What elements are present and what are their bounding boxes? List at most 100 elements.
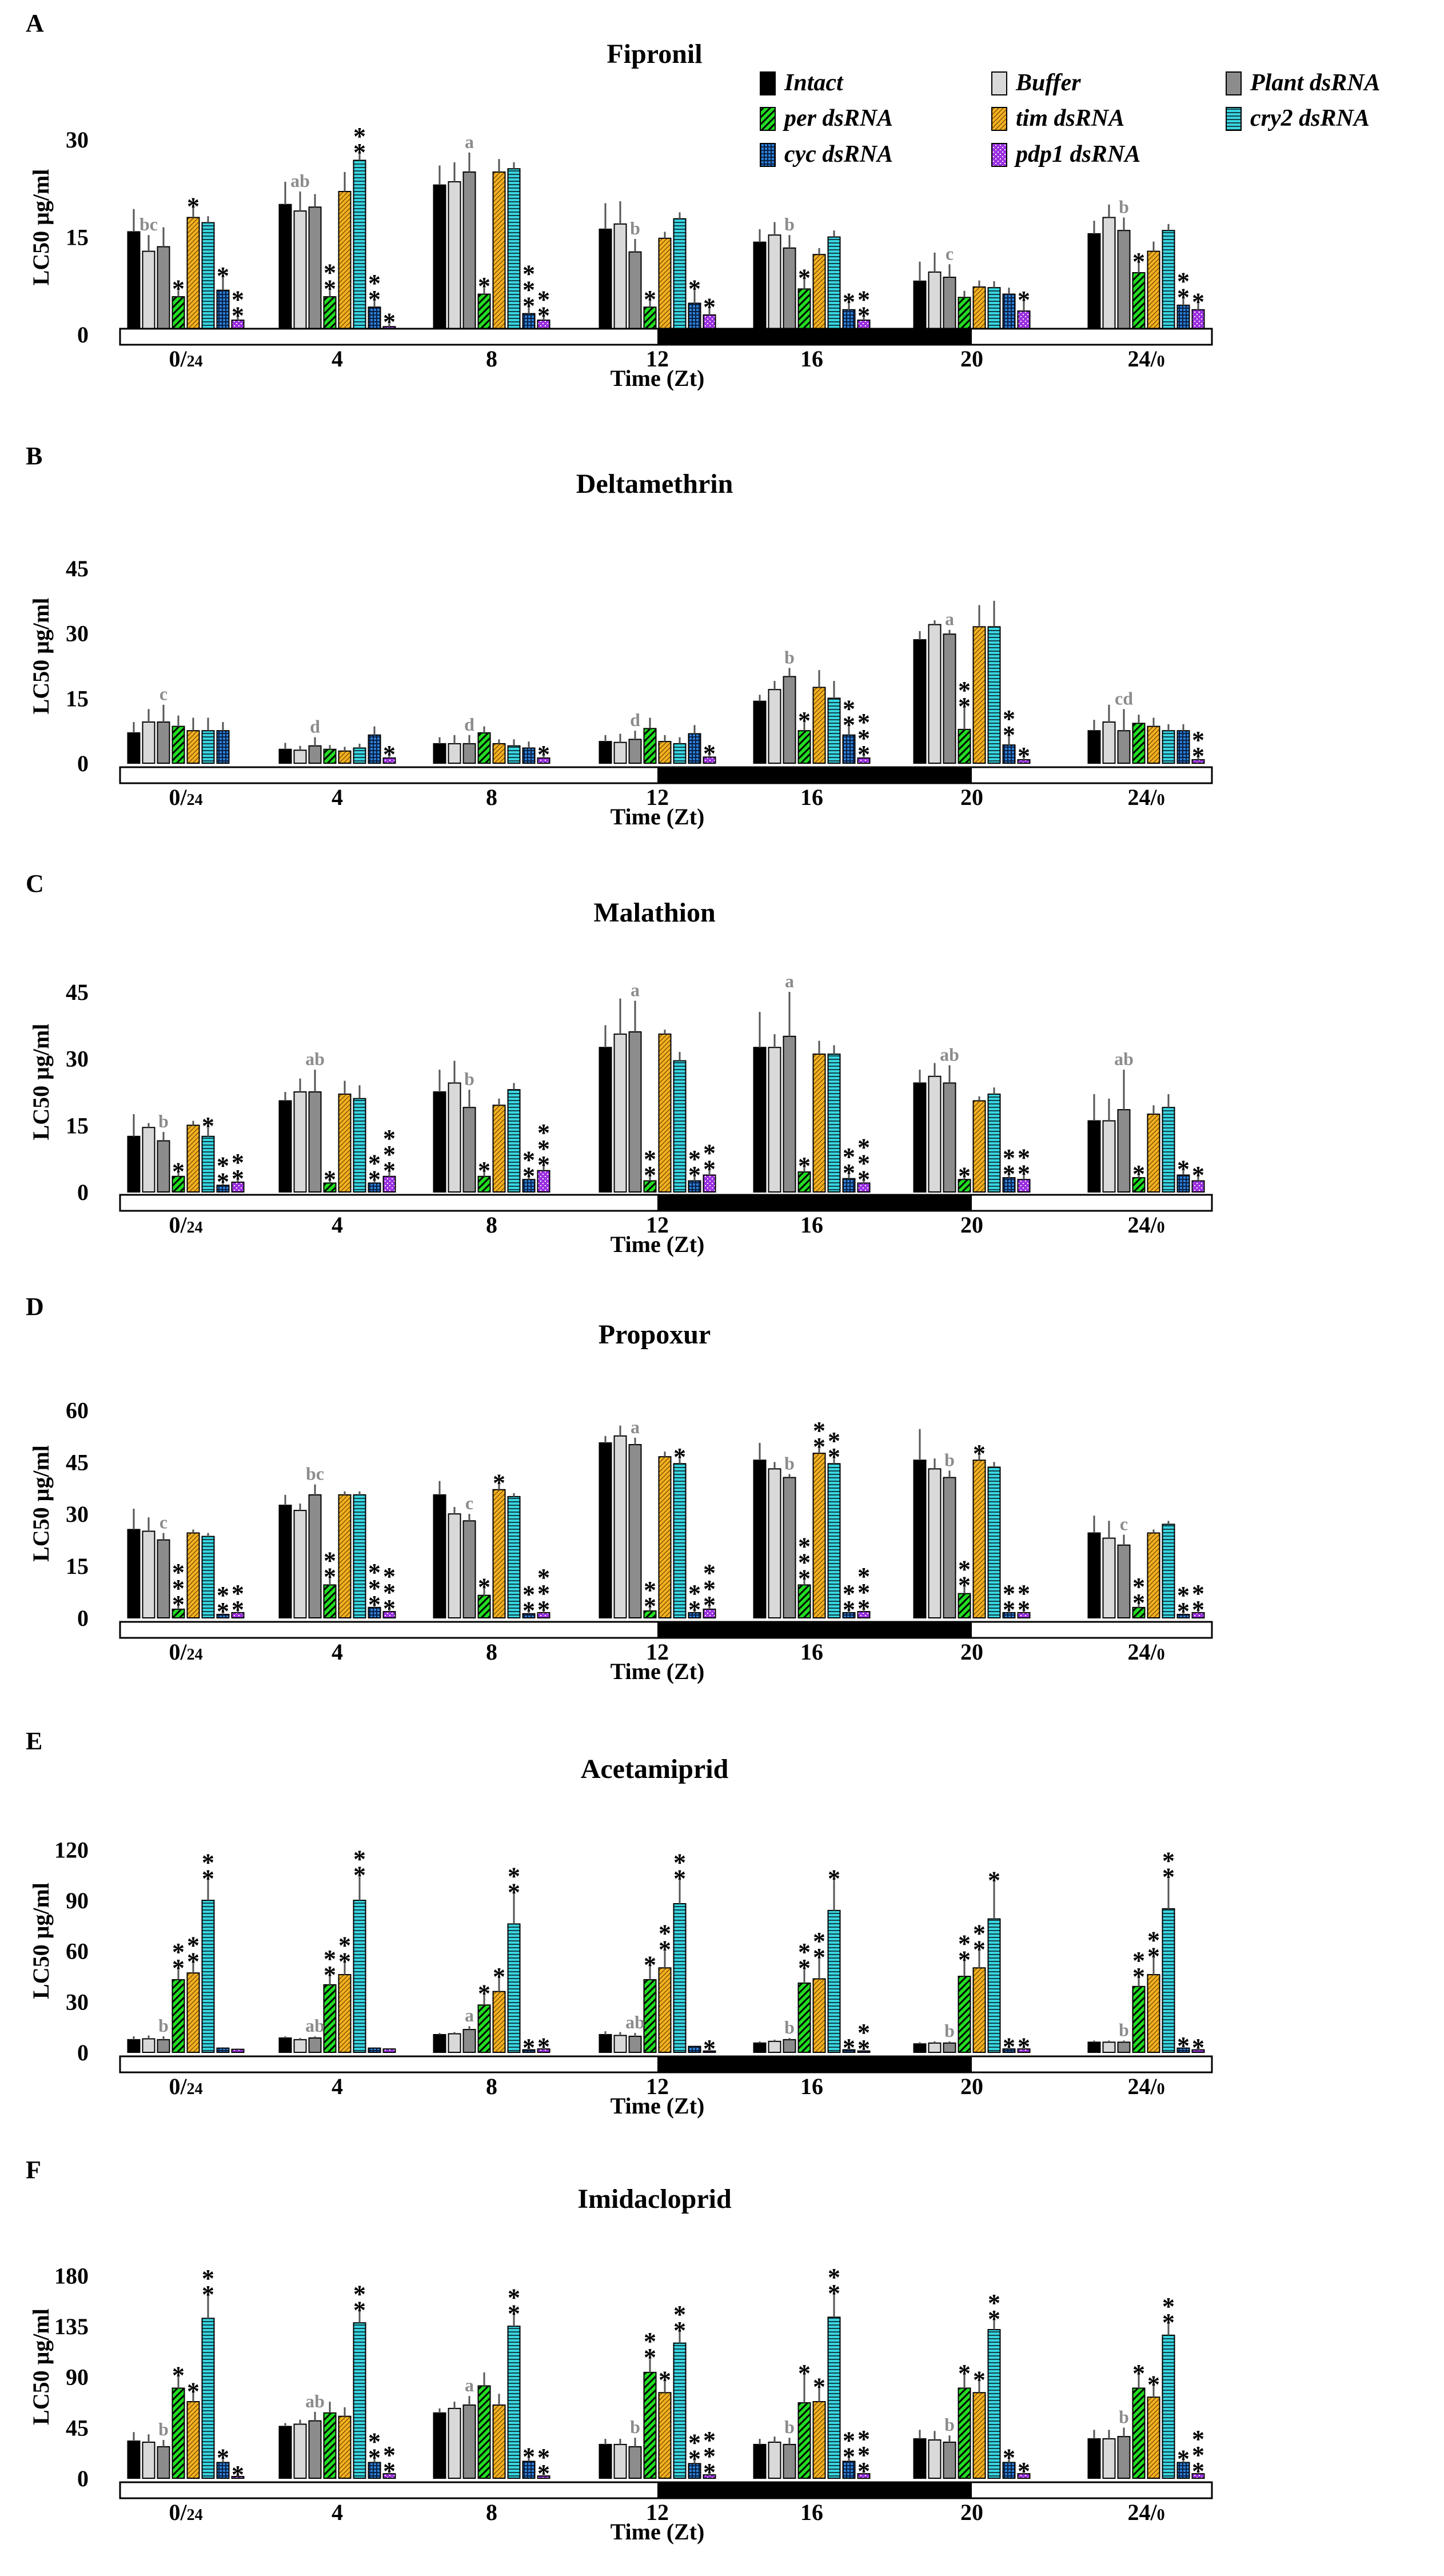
bar-per-dsrna [643,2371,657,2479]
bar-cry2-dsrna [987,2329,1001,2479]
significance-letter: b [784,1453,795,1473]
significance-stars: * * [1003,705,1015,749]
bar-cry2-dsrna [673,1060,687,1193]
y-tick-label: 60 [66,1397,89,1423]
bar-tim-dsrna [972,1460,986,1618]
bar-cry2-dsrna [201,1900,215,2053]
significance-stars: * * [843,695,855,739]
significance-letter: ab [940,1044,959,1064]
x-tick-label: 4 [332,346,343,372]
significance-stars: * [813,2372,825,2400]
significance-stars: * * [202,1849,214,1893]
panel-title: Acetamiprid [581,1754,729,1784]
significance-letter: cd [1115,688,1133,708]
significance-stars: * [798,2359,811,2387]
x-tick-label: 4 [332,784,343,810]
bar-tim-dsrna [1147,1532,1160,1618]
dark-phase-bar [657,329,972,345]
y-tick-label: 0 [77,2466,89,2491]
bar-buffer [1102,217,1116,336]
bar-buffer [448,181,461,335]
dark-phase-bar [657,1195,972,1211]
bar-buffer [613,741,627,764]
bar-tim-dsrna [338,750,352,764]
bar-cry2-dsrna [673,743,687,764]
significance-stars: * [843,2033,855,2061]
bar-tim-dsrna [972,626,986,764]
bar-tim-dsrna [812,1978,826,2053]
bar-intact [913,2438,927,2479]
y-axis-label: LC50 μg/ml [28,169,54,286]
bar-intact [278,1505,292,1618]
x-tick-label: 12 [646,2073,669,2099]
bar-plant-dsrna [1117,2041,1131,2053]
bar-per-dsrna [1132,1985,1146,2053]
significance-stars: * * [644,1145,656,1189]
y-tick-label: 30 [66,621,89,647]
y-tick-label: 30 [66,1046,89,1072]
significance-stars: * [798,1152,811,1180]
dark-phase-bar [657,2482,972,2498]
significance-stars: * [537,740,550,768]
significance-stars: * * [353,1845,366,1889]
bar-buffer [293,1510,307,1618]
x-tick-label: 20 [960,1212,983,1238]
significance-stars: * [703,293,716,321]
bar-per-dsrna [477,732,491,764]
bar-cyc-dsrna [216,730,230,764]
significance-stars: * [1132,2359,1145,2387]
significance-stars: * * [353,122,366,166]
bar-intact [127,2441,141,2479]
significance-letter: b [1119,2406,1129,2427]
bar-intact [599,1047,612,1193]
x-axis-label: Time (Zt) [611,365,705,391]
bar-buffer [293,1091,307,1193]
bar-plant-dsrna [943,1082,956,1193]
bar-cry2-dsrna [201,1536,215,1618]
significance-stars: * * [688,1580,701,1624]
x-tick-label: 24/0 [1127,2499,1164,2525]
bar-plant-dsrna [783,676,796,764]
significance-stars: * * [537,285,550,329]
x-tick-label: 0/24 [169,2073,202,2099]
significance-stars: * [1018,2457,1030,2485]
bar-plant-dsrna [628,1443,642,1619]
bar-tim-dsrna [812,1453,826,1618]
bar-tim-dsrna [812,687,826,764]
y-tick-label: 45 [66,556,89,581]
bar-buffer [1102,1120,1116,1193]
bar-buffer [613,223,627,335]
significance-letter: ab [305,2015,325,2036]
bar-cry2-dsrna [987,626,1001,764]
bar-tim-dsrna [186,1532,200,1618]
significance-stars: * [988,1867,1000,1895]
significance-letter: c [159,1512,167,1533]
significance-letter: ab [625,2012,645,2032]
bar-intact [127,732,141,764]
bar-plant-dsrna [1117,2436,1131,2479]
bar-plant-dsrna [783,1477,796,1618]
bar-tim-dsrna [338,191,352,335]
legend-swatch [991,71,1007,95]
bar-pdp1-dsrna [231,2048,245,2053]
significance-stars: * * [232,1149,244,1193]
significance-stars: * [703,740,716,768]
bar-buffer [448,2033,461,2053]
x-axis-label: Time (Zt) [611,1658,705,1684]
x-axis-label: Time (Zt) [611,804,705,830]
significance-letter: ab [290,170,310,191]
bar-tim-dsrna [338,1494,352,1618]
bar-plant-dsrna [157,2446,170,2479]
significance-stars: * [1018,742,1030,770]
legend-label: Buffer [1015,70,1081,96]
x-tick-label: 16 [800,1212,823,1238]
bar-buffer [613,2035,627,2053]
x-tick-label: 8 [486,2499,497,2525]
significance-stars: * * [522,1581,535,1625]
x-tick-label: 20 [960,2073,983,2099]
bar-intact [1087,2438,1101,2479]
legend-label: per dsRNA [783,105,893,131]
bar-per-dsrna [958,2387,971,2479]
